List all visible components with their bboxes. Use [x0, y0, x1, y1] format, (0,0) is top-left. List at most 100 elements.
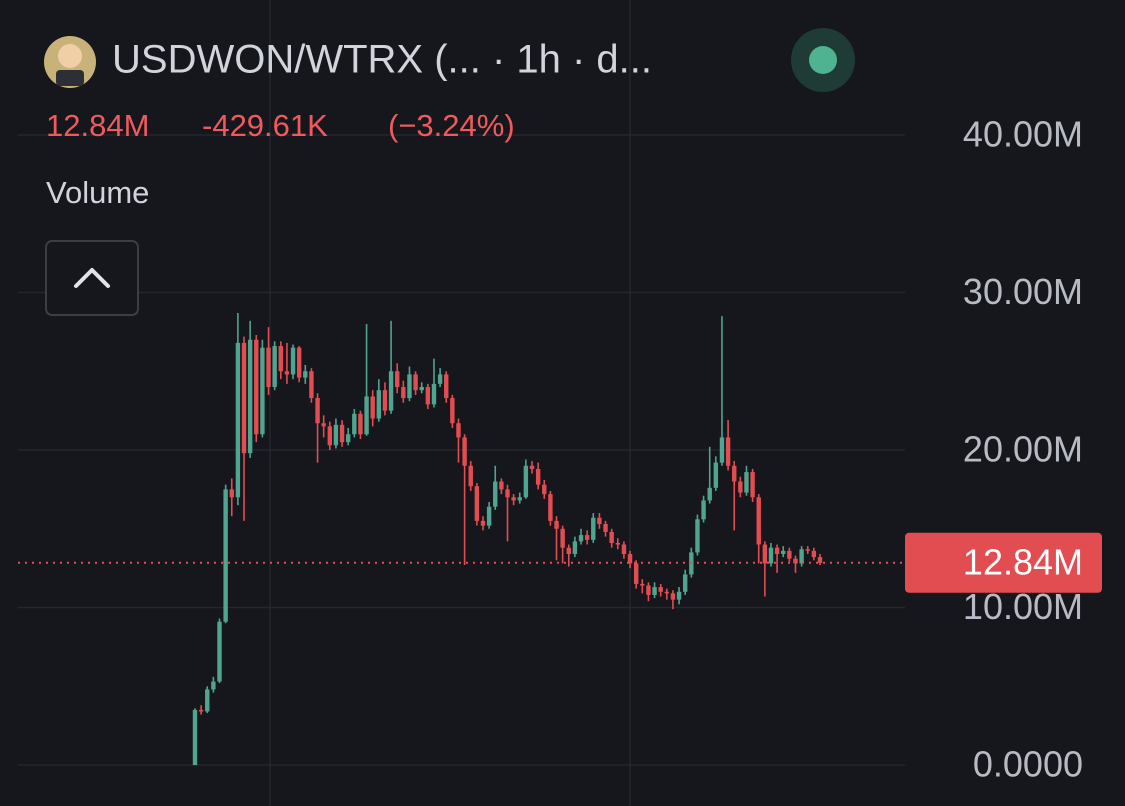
- candle-body: [235, 342, 241, 498]
- candle-body: [217, 621, 222, 682]
- candle-body: [511, 497, 516, 501]
- candle-body: [640, 583, 645, 586]
- candle-body: [462, 437, 467, 466]
- candle-body: [756, 497, 761, 545]
- candle-body: [811, 550, 817, 558]
- candle-body: [364, 396, 369, 435]
- candle-body: [370, 396, 375, 419]
- candle-body: [725, 437, 731, 466]
- candle-body: [480, 520, 486, 526]
- candle-body: [793, 558, 798, 564]
- plot: 0.0000 10.00M 20.00M 30.00M 40.00M: [18, 114, 1083, 785]
- candle-body: [817, 557, 823, 563]
- candle-body: [597, 517, 602, 525]
- last-value: 12.84M: [46, 108, 149, 143]
- y-tick-label: 20.00M: [963, 429, 1083, 470]
- candle-body: [523, 465, 529, 498]
- candle-body: [591, 517, 596, 540]
- candle-body: [266, 347, 271, 388]
- candle-body: [554, 520, 559, 529]
- candle-body: [787, 550, 792, 559]
- candle-body: [315, 398, 320, 424]
- candle-body: [333, 424, 339, 446]
- candle-body: [738, 481, 743, 493]
- candle-body: [535, 468, 541, 485]
- candle-body: [198, 709, 204, 712]
- candle-body: [646, 585, 651, 595]
- candle-body: [744, 472, 749, 493]
- candle-body: [560, 528, 565, 548]
- candle-body: [542, 484, 547, 495]
- y-tick-label: 10.00M: [963, 586, 1083, 627]
- candle-body: [229, 489, 234, 498]
- chevron-up[interactable]: [74, 268, 110, 288]
- candle-body: [401, 387, 406, 399]
- candle-body: [664, 591, 670, 594]
- candle-body: [382, 390, 388, 411]
- candle-body: [211, 681, 216, 690]
- candle-body: [388, 371, 394, 411]
- candle-body: [572, 541, 578, 554]
- last-price-label: 12.84M: [963, 541, 1083, 582]
- candle-body: [627, 553, 633, 564]
- candle-body: [254, 339, 259, 435]
- candle-body: [621, 544, 627, 554]
- candle-body: [486, 506, 492, 526]
- candle-body: [309, 371, 314, 399]
- candle-body: [805, 549, 810, 551]
- candle-body: [205, 689, 210, 712]
- candle-body: [284, 371, 290, 375]
- symbol-title: USDWON/WTRX (... · 1h · d...: [112, 38, 652, 82]
- change-percent: (−3.24%): [388, 108, 515, 143]
- y-tick-label: 30.00M: [963, 271, 1083, 312]
- collapse-button[interactable]: [45, 240, 139, 316]
- candle-body: [345, 434, 351, 443]
- candle-body: [431, 383, 437, 405]
- candle-body: [339, 424, 345, 443]
- candle-body: [774, 547, 780, 554]
- candle-body: [468, 465, 473, 487]
- candle-body: [437, 374, 443, 384]
- change-value: -429.61K: [202, 108, 328, 143]
- candle-body: [296, 347, 302, 378]
- candle-body: [652, 587, 657, 595]
- candle-body: [615, 542, 620, 545]
- candle-body: [278, 346, 283, 372]
- candle-body: [444, 374, 449, 399]
- candle-body: [768, 547, 774, 564]
- candle-body: [713, 462, 719, 488]
- candle-body: [548, 494, 553, 521]
- candle-body: [609, 531, 614, 543]
- candle-body: [493, 481, 498, 507]
- last-price-tag: [905, 532, 1102, 593]
- candle-body: [670, 593, 676, 600]
- y-tick-label: 40.00M: [963, 114, 1083, 155]
- candle-body: [456, 423, 461, 438]
- candle-body: [505, 489, 510, 498]
- candle-body: [633, 563, 639, 584]
- candle-body: [450, 398, 455, 424]
- candle-body: [584, 535, 590, 540]
- candle-body: [321, 423, 326, 427]
- candle-body: [358, 413, 363, 435]
- candle-body: [676, 591, 682, 600]
- candle-body: [303, 371, 308, 378]
- y-tick-label: 0.0000: [973, 744, 1083, 785]
- collapse-button-frame[interactable]: [45, 240, 139, 316]
- candle-body: [682, 574, 688, 592]
- candle-body: [695, 519, 700, 553]
- candle-body: [192, 709, 198, 766]
- candle-body: [517, 497, 522, 501]
- candle-body: [376, 390, 382, 419]
- candle-body: [247, 339, 253, 454]
- candle-body: [719, 437, 725, 463]
- indicator-label: Volume: [46, 175, 149, 210]
- candle-body: [707, 487, 712, 501]
- candle-body: [260, 347, 265, 435]
- avatar-face: [58, 44, 82, 68]
- candle-body: [290, 347, 296, 375]
- candle-body: [499, 481, 504, 490]
